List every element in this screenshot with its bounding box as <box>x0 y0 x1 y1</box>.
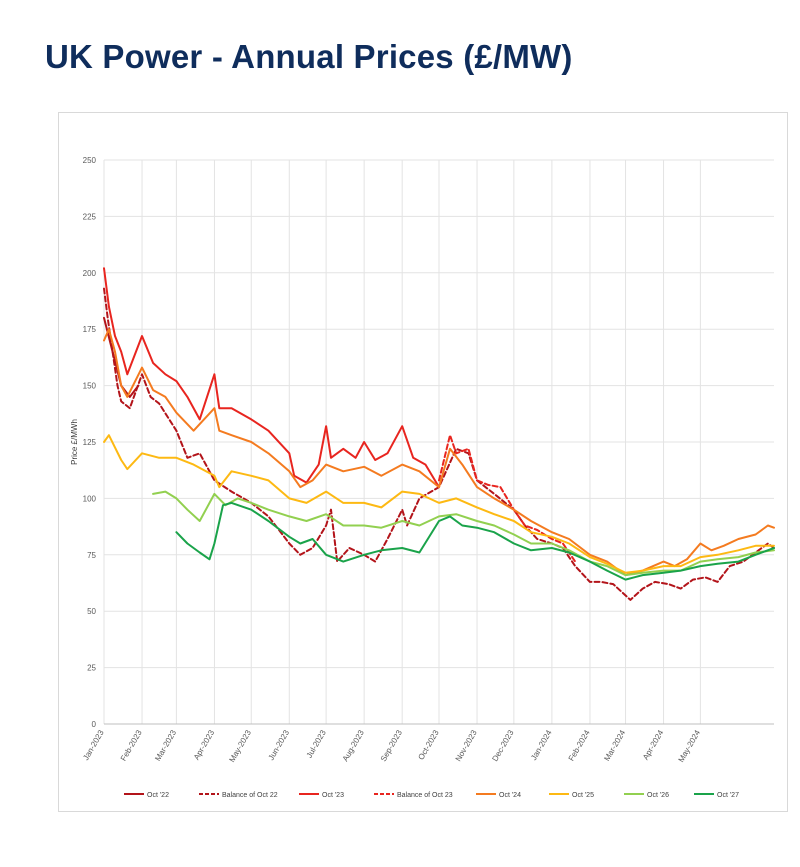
legend-label: Oct '23 <box>322 792 344 799</box>
series-line-2 <box>103 267 440 489</box>
y-tick-label: 175 <box>83 325 97 334</box>
legend-label: Balance of Oct 22 <box>222 792 278 799</box>
y-axis-label: Price £/MWh <box>70 419 79 465</box>
x-tick-label: Feb-2024 <box>567 728 592 763</box>
series-line-3 <box>438 434 577 563</box>
x-tick-label: Jan-2023 <box>81 728 106 762</box>
legend-label: Oct '25 <box>572 792 594 799</box>
series-lines <box>103 267 775 601</box>
y-tick-label: 100 <box>83 494 97 503</box>
x-tick-label: Jul-2023 <box>305 728 328 760</box>
x-tick-label: Nov-2023 <box>454 728 479 763</box>
x-tick-label: Sep-2023 <box>379 728 404 763</box>
x-tick-label: Jan-2024 <box>529 728 554 762</box>
series-line-1 <box>103 287 775 601</box>
grid-lines <box>103 159 774 725</box>
series-line-7 <box>175 501 775 581</box>
legend-label: Oct '24 <box>499 792 521 799</box>
legend: Oct '22 Balance of Oct 22 Oct '23 Balance o… <box>124 792 739 799</box>
y-tick-label: 0 <box>92 720 97 729</box>
x-tick-label: May-2023 <box>227 728 253 764</box>
y-tick-label: 75 <box>87 551 96 560</box>
y-tick-label: 225 <box>83 212 97 221</box>
legend-label: Balance of Oct 23 <box>397 792 453 799</box>
x-tick-label: Feb-2023 <box>119 728 144 763</box>
x-tick-label: Jun-2023 <box>267 728 292 762</box>
y-tick-label: 250 <box>83 156 97 165</box>
legend-label: Oct '22 <box>147 792 169 799</box>
x-tick-label: Mar-2024 <box>602 728 627 763</box>
x-tick-label: Apr-2024 <box>641 728 666 761</box>
series-line-5 <box>103 434 775 574</box>
line-chart: 0 25 50 75 100 125 150 175 200 225 250 Jan-2023 Feb… <box>70 156 775 799</box>
x-tick-label: Oct-2023 <box>416 728 441 761</box>
y-tick-label: 25 <box>87 664 96 673</box>
legend-label: Oct '26 <box>647 792 669 799</box>
page-title: UK Power - Annual Prices (£/MW) <box>45 38 573 75</box>
legend-label: Oct '27 <box>717 792 739 799</box>
x-tick-label: Dec-2023 <box>490 728 515 763</box>
y-tick-label: 150 <box>83 382 97 391</box>
chart-frame: 0 25 50 75 100 125 150 175 200 225 250 Jan-2023 Feb… <box>58 112 788 812</box>
y-tick-label: 125 <box>83 438 97 447</box>
series-line-4 <box>103 328 775 577</box>
x-tick-label: May-2024 <box>677 728 703 764</box>
x-axis-ticks: Jan-2023 Feb-2023 Mar-2023 Apr-2023 May-2023… <box>81 728 702 764</box>
x-tick-label: Mar-2023 <box>153 728 178 763</box>
y-axis-ticks: 0 25 50 75 100 125 150 175 200 225 250 <box>83 156 97 729</box>
y-tick-label: 50 <box>87 607 96 616</box>
y-tick-label: 200 <box>83 269 97 278</box>
x-tick-label: Apr-2023 <box>192 728 217 761</box>
x-tick-label: Aug-2023 <box>341 728 366 763</box>
